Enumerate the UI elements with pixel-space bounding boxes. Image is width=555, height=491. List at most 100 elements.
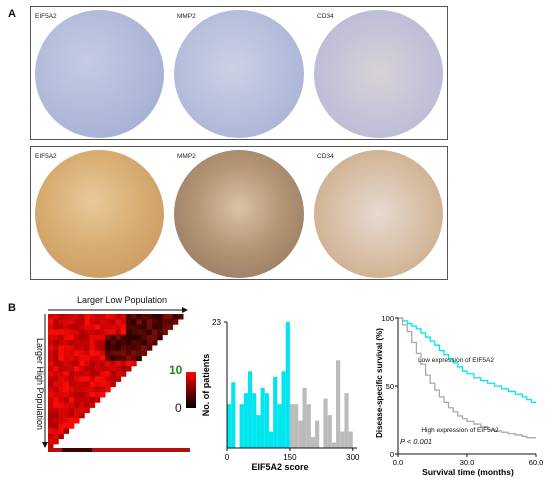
heatmap-cell [157,324,163,330]
heatmap-cell [74,381,80,388]
heatmap-cell [94,386,101,393]
histogram-bar [273,376,278,448]
heatmap-cell [162,324,168,330]
tissue-core-eif5a2-high [35,150,164,278]
heatmap-cell [48,314,54,320]
heatmap-cell [131,329,137,336]
heatmap-cell [100,376,106,382]
heatmap-cell [68,407,75,414]
heatmap-cell [58,324,64,330]
heatmap-cell [136,334,142,341]
heatmap-cell [89,350,96,356]
eif5a2-histogram: No. of patients 23 0 150 300 EIF5A2 score [201,318,360,472]
heatmap-cell [48,324,54,330]
heatmap-cell [89,381,96,388]
high-expression-legend: High expression of EIF5A2 [421,427,499,434]
heatmap-cell [100,371,106,377]
heatmap-cell [100,392,106,398]
heatmap-cell [74,360,80,367]
heatmap-cell [100,381,106,388]
heatmap-cell [68,392,75,398]
heatmap-cell [115,350,122,356]
heatmap-cell [63,392,70,398]
heatmap-cell [84,340,90,346]
heatmap-cell [115,360,122,367]
heatmap-cell [172,314,179,320]
heatmap-cell [79,314,85,320]
heatmap-cell [53,433,59,440]
histogram-bar [281,371,286,448]
heatmap-cell [126,366,132,372]
heatmap-cell [48,340,54,346]
heatmap-cell [100,366,106,372]
heatmap-cell [110,345,116,351]
heatmap-cell [89,340,96,346]
heatmap-cell [68,360,75,367]
histogram-bar [252,393,257,448]
heatmap-cell [100,334,106,341]
heatmap-cell [53,376,59,382]
heatmap-cell [115,371,122,377]
heatmap-cell [84,392,90,398]
histogram-bar [227,404,232,448]
heatmap-cell [162,329,168,336]
heatmap-cell [48,402,54,408]
histogram-bar [336,360,341,448]
heatmap-cell [136,355,142,362]
heatmap-cell [89,360,96,367]
heatmap-cells [48,314,184,450]
heatmap-cell [68,376,75,382]
color-scale-bar [186,372,196,408]
heatmap-cell [74,407,80,414]
heatmap-cell [79,402,85,408]
heatmap-cell [53,381,59,388]
heatmap-cell [74,314,80,320]
p-value: P < 0.001 [400,437,432,446]
heatmap-cell [58,392,64,398]
heatmap-side-label: Larger High Population [35,338,45,430]
heatmap-cell [48,376,54,382]
heatmap-cell [63,423,70,429]
top-arrowhead [182,307,188,313]
histogram-bar [239,404,244,448]
heatmap-cell [120,340,127,346]
heatmap-cell [115,334,122,341]
heatmap-cell [115,314,122,320]
heatmap-cell [126,350,132,356]
heatmap-cell [63,402,70,408]
heatmap-cell [68,340,75,346]
heatmap-cell [131,355,137,362]
heatmap-cell [141,314,148,320]
histogram-bars [227,322,353,448]
heatmap-cell [89,376,96,382]
heatmap-cell [126,329,132,336]
heatmap-cell [136,319,142,325]
label-mmp2: MMP2 [177,13,196,20]
heatmap-cell [63,397,70,403]
heatmap-cell [68,402,75,408]
histogram-bar [298,420,303,448]
heatmap-cell [100,319,106,325]
heatmap-cell [131,334,137,341]
survival-axes: 0 50 100 0.0 30.0 60.0 [381,314,543,467]
heatmap-cell [136,329,142,336]
heatmap-cell [105,376,111,382]
heatmap-cell [157,314,163,320]
heatmap-cell [79,340,85,346]
heatmap-cell [63,376,70,382]
heatmap-cell [152,334,158,341]
heatmap-cell [126,314,132,320]
heatmap-cell [58,366,64,372]
heatmap-cell [84,376,90,382]
heatmap-cell [84,366,90,372]
heatmap-cell [74,412,80,419]
heatmap-cell [53,423,59,429]
histogram-bar [260,387,265,448]
heatmap-cell [74,397,80,403]
heatmap-cell [79,329,85,336]
heatmap-cell [58,329,64,336]
histogram-bar [302,387,307,448]
heatmap-cell [120,371,127,377]
heatmap-cell [136,314,142,320]
heatmap-cell [89,386,96,393]
